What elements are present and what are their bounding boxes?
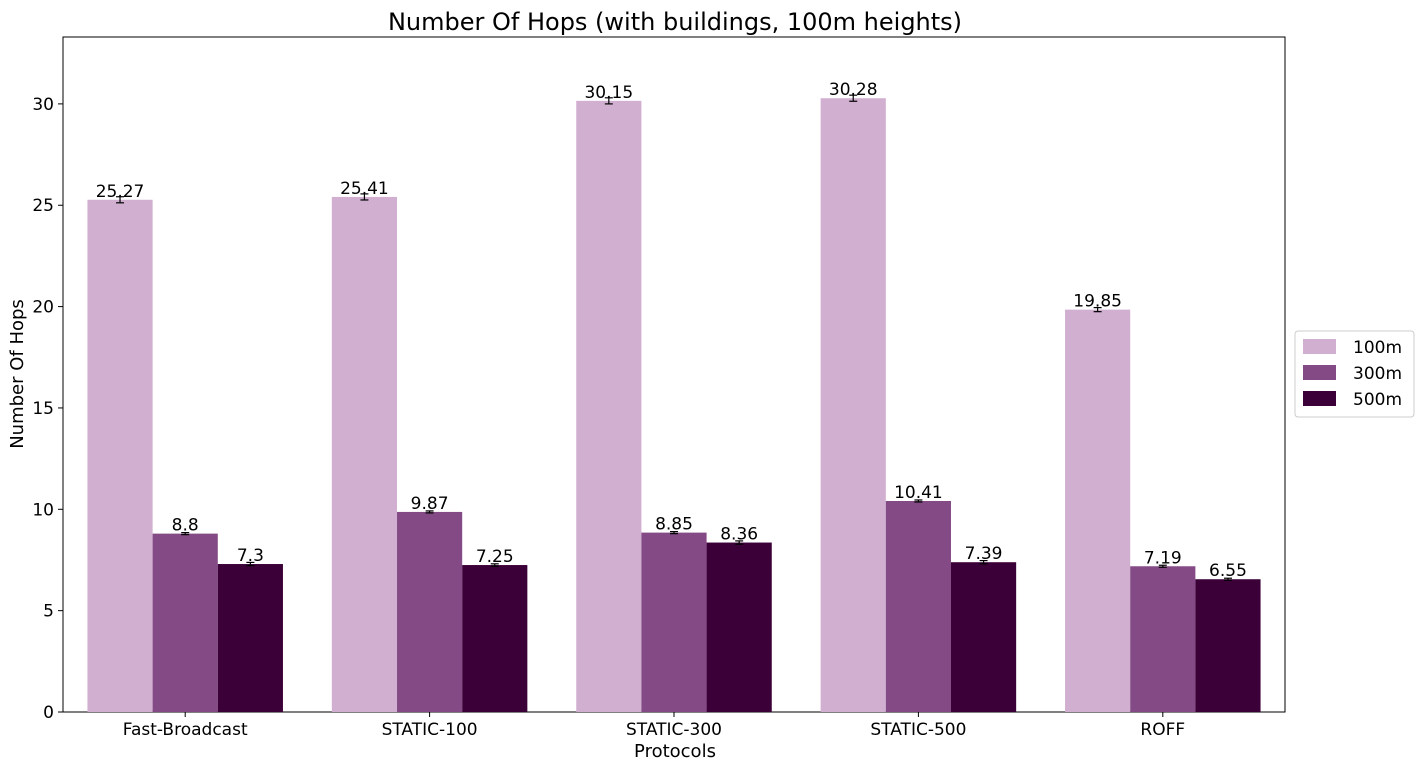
data-label: 7.25 [476,547,514,567]
bar [950,562,1017,712]
bar [1195,579,1261,712]
bar [1130,566,1196,712]
x-tick-label: ROFF [1140,720,1185,740]
bar [1065,309,1131,712]
y-tick-label: 5 [43,602,54,622]
data-label: 25.27 [96,182,145,202]
data-label: 8.8 [172,516,199,536]
data-label: 6.55 [1209,561,1247,581]
x-tick-label: Fast-Broadcast [123,720,248,740]
bar [820,98,886,713]
bar [217,564,283,712]
y-tick-label: 20 [32,298,54,318]
data-label: 10.41 [894,483,943,503]
bar [87,199,153,712]
legend-label: 500m [1353,390,1402,410]
x-tick-label: STATIC-300 [626,720,722,740]
legend-swatch [1303,365,1336,380]
chart-title: Number Of Hops (with buildings, 100m hei… [388,8,962,36]
bar [331,196,398,712]
bar [641,532,707,712]
data-label: 30.28 [829,80,878,100]
y-tick-label: 25 [32,196,54,216]
bar [706,542,772,712]
legend-swatch [1303,391,1336,406]
bar [885,500,951,712]
y-tick-label: 15 [32,399,54,419]
legend-label: 100m [1353,338,1402,358]
bar [152,533,218,712]
data-label: 30.15 [584,83,633,103]
x-tick-label: STATIC-500 [870,720,966,740]
bar [397,511,463,712]
legend-label: 300m [1353,364,1402,384]
bar [462,565,528,712]
bar [576,100,642,713]
data-label: 8.36 [720,525,758,545]
y-tick-label: 30 [32,95,54,115]
y-tick-label: 0 [43,703,54,723]
x-axis-label: Protocols [634,741,716,762]
legend-swatch [1303,339,1336,354]
x-tick-label: STATIC-100 [382,720,478,740]
data-label: 8.85 [655,515,693,535]
data-label: 19.85 [1073,292,1122,312]
data-label: 9.87 [411,494,449,514]
legend: 100m 300m 500m [1294,330,1415,418]
data-label: 7.3 [237,546,264,566]
y-axis-label: Number Of Hops [7,299,28,449]
data-label: 7.19 [1144,548,1182,568]
data-label: 7.39 [965,544,1003,564]
y-tick-label: 10 [32,500,54,520]
data-label: 25.41 [340,179,389,199]
plot-area: 0 5 10 15 20 25 30 Fast-Broadcast 25.27 8.8 7.3 STA… [32,36,1286,740]
